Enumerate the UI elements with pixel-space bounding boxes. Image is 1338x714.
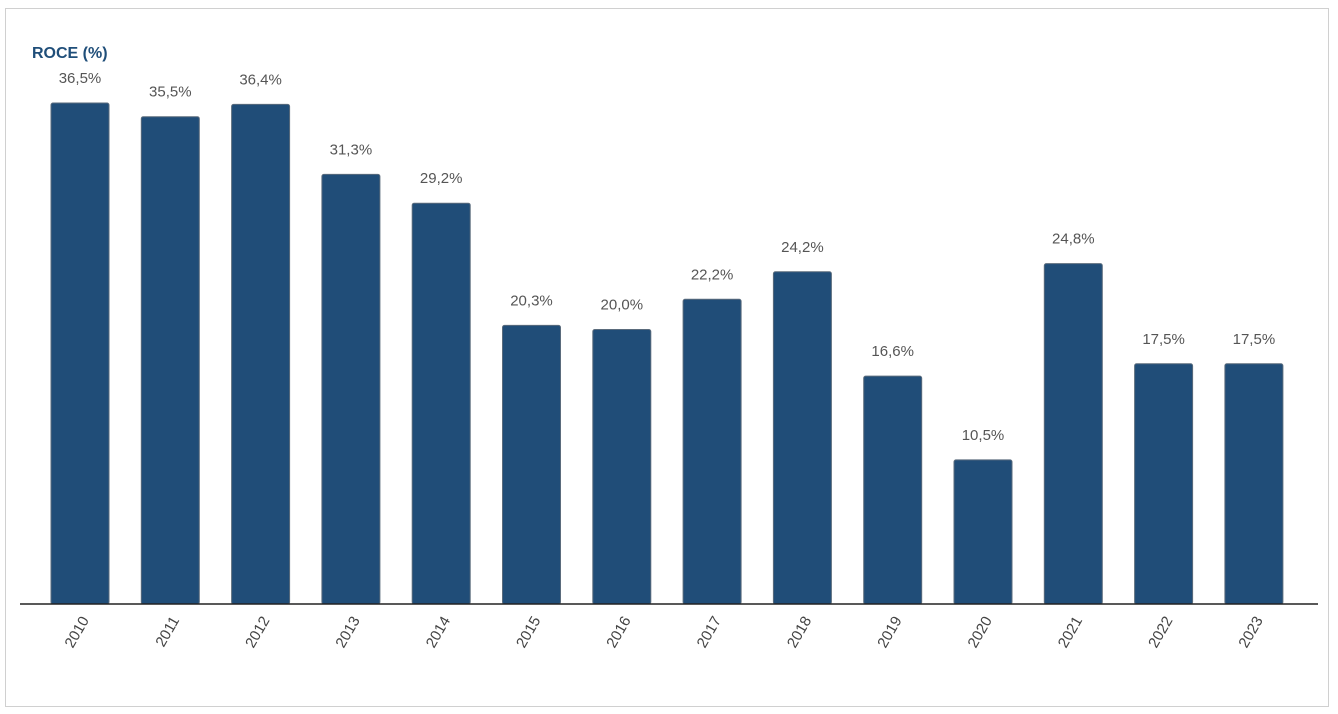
- bar-2016: [592, 329, 652, 605]
- x-tick-label-2015: 2015: [513, 613, 544, 650]
- data-label-2012: 36,4%: [239, 71, 282, 88]
- data-labels-group: 36,5% 35,5% 36,4% 31,3% 29,2% 20,3% 20,0% 22,2%…: [59, 70, 1275, 444]
- bar-2015: [502, 324, 561, 605]
- chart-frame: [5, 8, 1329, 707]
- data-label-2022: 17,5%: [1142, 331, 1185, 348]
- data-label-2021: 24,8%: [1052, 231, 1095, 248]
- bar-2017: [682, 298, 742, 605]
- data-label-2018: 24,2%: [781, 239, 824, 256]
- bar-2014: [411, 202, 471, 605]
- data-label-2019: 16,6%: [871, 343, 914, 360]
- x-tick-label-2012: 2012: [242, 613, 273, 650]
- x-tick-label-2023: 2023: [1235, 613, 1266, 650]
- data-label-2010: 36,5%: [59, 70, 102, 87]
- x-tick-labels-group: 2010 2011 2012 2013 2014 2015 2016 2017 2018 2019…: [61, 613, 1266, 650]
- x-tick-label-2011: 2011: [152, 613, 183, 649]
- bars-group: [50, 102, 1284, 605]
- data-label-2011: 35,5%: [149, 84, 192, 101]
- x-tick-label-2018: 2018: [784, 613, 815, 650]
- data-label-2014: 29,2%: [420, 170, 463, 187]
- data-label-2017: 22,2%: [691, 266, 734, 283]
- x-tick-label-2020: 2020: [964, 613, 995, 650]
- data-label-2013: 31,3%: [330, 141, 373, 158]
- bar-2018: [772, 271, 832, 605]
- x-tick-label-2016: 2016: [603, 613, 634, 650]
- bar-2020: [953, 459, 1013, 605]
- bar-2019: [863, 375, 923, 605]
- x-tick-label-2017: 2017: [694, 613, 725, 650]
- x-tick-label-2021: 2021: [1055, 613, 1086, 650]
- bar-2010: [50, 102, 110, 605]
- x-tick-label-2013: 2013: [332, 613, 363, 650]
- x-tick-label-2010: 2010: [61, 613, 92, 650]
- data-label-2020: 10,5%: [962, 427, 1005, 444]
- bar-2022: [1134, 363, 1194, 605]
- bar-2023: [1224, 363, 1284, 605]
- bar-2011: [140, 116, 200, 605]
- data-label-2015: 20,3%: [510, 292, 553, 309]
- bar-2021: [1043, 263, 1103, 605]
- bar-2012: [231, 103, 291, 605]
- bar-2013: [321, 173, 381, 605]
- chart-title: ROCE (%): [32, 45, 108, 62]
- data-label-2023: 17,5%: [1233, 331, 1276, 348]
- x-tick-label-2022: 2022: [1145, 613, 1176, 650]
- x-tick-label-2014: 2014: [423, 613, 454, 650]
- x-tick-label-2019: 2019: [874, 613, 905, 650]
- data-label-2016: 20,0%: [601, 297, 644, 314]
